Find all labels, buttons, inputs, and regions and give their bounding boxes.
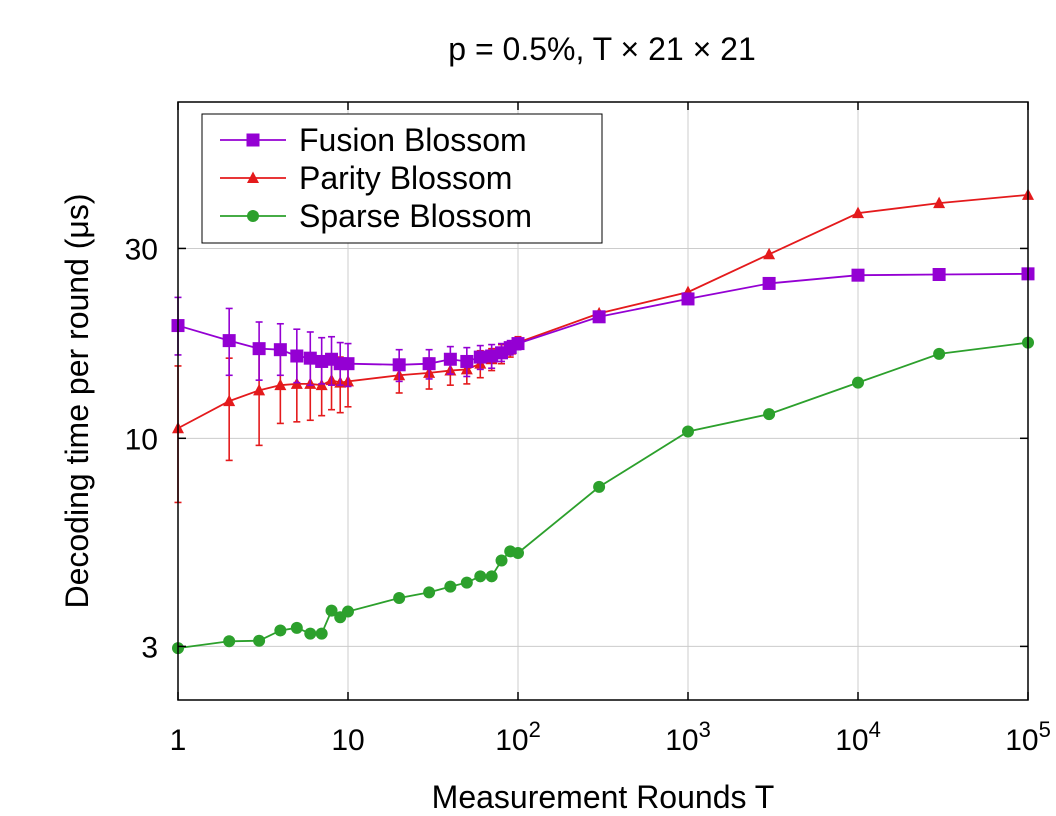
sparse-blossom-point: [763, 408, 776, 421]
fusion-blossom-point: [222, 334, 236, 348]
fusion-blossom-point: [422, 357, 436, 371]
fusion-blossom-point: [341, 357, 355, 371]
sparse-blossom-point: [393, 591, 406, 604]
sparse-blossom-point: [593, 480, 606, 493]
x-axis-title: Measurement Rounds T: [432, 779, 775, 815]
sparse-blossom-point: [223, 635, 236, 648]
legend-marker-parity-blossom: [247, 171, 259, 183]
sparse-blossom-point: [485, 570, 498, 583]
x-tick-label: 10: [331, 724, 364, 757]
sparse-blossom-point: [495, 554, 508, 567]
fusion-blossom-point: [485, 349, 499, 363]
fusion-blossom-point: [392, 358, 406, 372]
sparse-blossom-point: [290, 621, 303, 634]
sparse-blossom-point: [474, 570, 487, 583]
series-fusion-blossom: [171, 267, 1035, 388]
fusion-blossom-point: [273, 343, 287, 357]
x-tick-label: 102: [495, 717, 541, 757]
legend-marker-fusion-blossom: [246, 133, 260, 147]
parity-blossom-point: [933, 196, 946, 209]
x-tick-label: 105: [1005, 717, 1051, 757]
y-tick-label: 30: [125, 233, 158, 266]
parity-blossom-point: [223, 394, 236, 407]
legend-label-parity-blossom: Parity Blossom: [299, 160, 512, 196]
sparse-blossom-point: [460, 576, 473, 589]
sparse-blossom-point: [682, 425, 694, 438]
sparse-blossom-point: [253, 634, 266, 647]
fusion-blossom-point: [592, 310, 606, 324]
parity-blossom-point: [852, 206, 864, 219]
fusion-blossom-point: [290, 349, 304, 363]
fusion-blossom-point: [511, 337, 525, 351]
fusion-blossom-point: [315, 354, 329, 368]
x-tick-label: 1: [170, 724, 187, 757]
sparse-blossom-point: [274, 624, 287, 637]
fusion-blossom-point: [252, 342, 266, 356]
fusion-blossom-point: [303, 351, 317, 365]
chart-title: p = 0.5%, T × 21 × 21: [448, 31, 756, 67]
sparse-blossom-point: [325, 604, 338, 617]
sparse-blossom-point: [444, 580, 457, 593]
fusion-blossom-point: [681, 292, 695, 306]
parity-blossom-point: [253, 383, 266, 396]
x-tick-label: 104: [835, 717, 881, 757]
parity-blossom-point: [763, 247, 776, 260]
sparse-blossom-point: [315, 627, 328, 640]
sparse-blossom-point: [423, 586, 436, 599]
fusion-blossom-point: [932, 268, 946, 282]
plot-frame: [177, 101, 1029, 701]
ticks: 1 10 102 103 104 105 3 10 30: [125, 102, 1051, 757]
fusion-blossom-point: [443, 352, 457, 366]
sparse-blossom-point: [852, 376, 864, 389]
y-axis-title: Decoding time per round (μs): [59, 193, 95, 608]
sparse-blossom-point: [512, 547, 524, 560]
legend-label-fusion-blossom: Fusion Blossom: [299, 122, 527, 158]
fusion-blossom-point: [473, 350, 487, 364]
legend-marker-sparse-blossom: [247, 210, 259, 222]
fusion-blossom-point: [851, 268, 865, 282]
sparse-blossom-point: [342, 605, 354, 618]
legend-label-sparse-blossom: Sparse Blossom: [299, 198, 532, 234]
y-tick-label: 3: [141, 631, 158, 664]
series-sparse-blossom: [172, 336, 1034, 655]
parity-blossom-point: [274, 378, 287, 391]
x-tick-label: 103: [665, 717, 711, 757]
fusion-blossom-point: [460, 354, 474, 368]
series-layer: [171, 188, 1035, 655]
y-tick-label: 10: [125, 423, 158, 456]
sparse-blossom-point: [304, 627, 317, 640]
sparse-blossom-point: [933, 347, 946, 360]
fusion-blossom-point: [762, 276, 776, 290]
